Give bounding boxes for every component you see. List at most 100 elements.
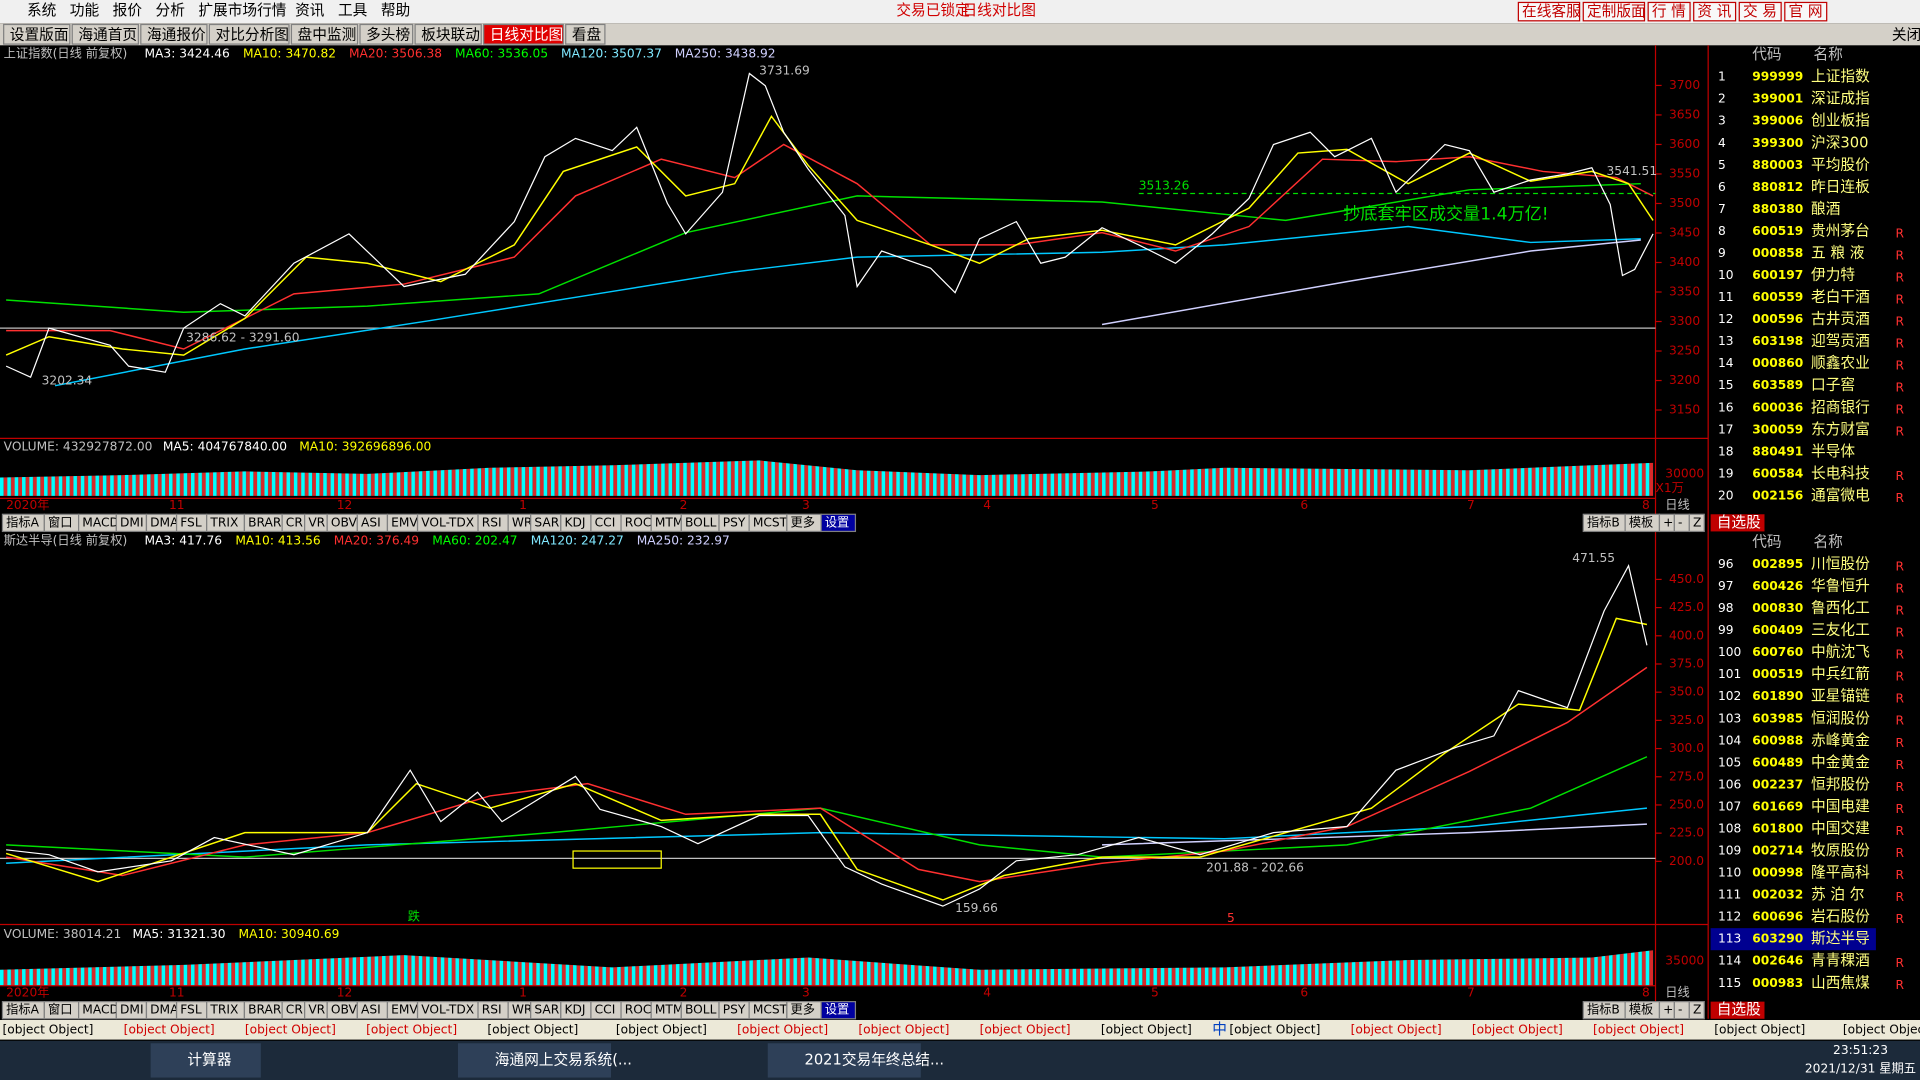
taskbar-app[interactable]	[150, 1043, 261, 1078]
menu-item[interactable]: 功能	[70, 2, 100, 19]
close-button[interactable]: 关闭	[1892, 27, 1920, 44]
row-code[interactable]: 000830	[1752, 601, 1803, 615]
row-code[interactable]: 002714	[1752, 844, 1803, 858]
row-code[interactable]: 880491	[1752, 444, 1803, 458]
row-code[interactable]: 600988	[1752, 733, 1803, 747]
row-name[interactable]: 赤峰黄金	[1811, 732, 1870, 749]
row-name[interactable]: 东方财富	[1811, 420, 1870, 438]
menu-item[interactable]: 报价	[113, 2, 143, 19]
row-code[interactable]: 600036	[1752, 400, 1803, 414]
tab[interactable]	[71, 23, 139, 45]
row-code[interactable]: 601669	[1752, 799, 1803, 813]
row-name[interactable]: 岩石股份	[1811, 908, 1870, 925]
row-code[interactable]: 600559	[1752, 290, 1803, 304]
row-code[interactable]: 300059	[1752, 422, 1803, 436]
menu-item[interactable]: 资讯	[295, 2, 325, 19]
row-code[interactable]: 399300	[1752, 136, 1803, 150]
tab[interactable]	[3, 23, 71, 45]
tab[interactable]	[414, 23, 482, 45]
row-name[interactable]: 口子窖	[1811, 376, 1855, 394]
row-name[interactable]: 鲁西化工	[1811, 600, 1870, 617]
row-code[interactable]: 399006	[1752, 114, 1803, 128]
row-name[interactable]: 伊力特	[1811, 267, 1855, 284]
row-code[interactable]: 999999	[1752, 70, 1803, 84]
row-name[interactable]: 亚星锚链	[1811, 688, 1870, 705]
row-code[interactable]: 002237	[1752, 777, 1803, 791]
indicator-tab[interactable]	[1688, 1001, 1705, 1020]
taskbar-app[interactable]	[457, 1043, 612, 1078]
row-code[interactable]: 000860	[1752, 356, 1803, 370]
indicator-tab[interactable]	[820, 513, 857, 533]
row-name[interactable]: 中航沈飞	[1811, 644, 1870, 661]
row-code[interactable]: 600760	[1752, 645, 1803, 659]
row-name[interactable]: 华鲁恒升	[1811, 578, 1870, 595]
menu-item[interactable]: 帮助	[381, 2, 410, 19]
row-code[interactable]: 399001	[1752, 92, 1803, 106]
row-code[interactable]: 603985	[1752, 711, 1803, 725]
tab[interactable]	[565, 23, 606, 45]
row-name[interactable]: 山西焦煤	[1811, 974, 1870, 991]
list-footer[interactable]	[1710, 1001, 1765, 1019]
row-name[interactable]: 中金黄金	[1811, 754, 1870, 771]
row-name[interactable]: 隆平高科	[1811, 864, 1870, 881]
row-name[interactable]: 三友化工	[1811, 622, 1870, 639]
menu-item[interactable]: 分析	[156, 2, 186, 19]
row-name[interactable]: 招商银行	[1811, 399, 1870, 416]
menu-item[interactable]: 工具	[338, 2, 368, 19]
menu-item[interactable]: 系统	[27, 2, 57, 19]
row-code[interactable]: 603589	[1752, 378, 1803, 392]
row-code[interactable]: 880812	[1752, 180, 1803, 194]
indicator-tab[interactable]	[820, 1001, 857, 1020]
row-name[interactable]: 恒润股份	[1811, 710, 1870, 727]
row-code[interactable]: 000596	[1752, 312, 1803, 326]
top-button[interactable]	[1738, 1, 1782, 22]
row-code[interactable]: 600426	[1752, 579, 1803, 593]
row-name[interactable]: 五 粮 液	[1811, 244, 1865, 261]
row-name[interactable]: 昨日连板	[1811, 177, 1870, 195]
row-name[interactable]: 中国电建	[1811, 798, 1870, 815]
menu-item[interactable]: 扩展市场行情	[198, 2, 286, 19]
row-code[interactable]: 601800	[1752, 821, 1803, 835]
top-button[interactable]	[1517, 1, 1581, 22]
row-code[interactable]: 600584	[1752, 466, 1803, 480]
row-name[interactable]: 上证指数	[1811, 68, 1870, 85]
row-name[interactable]: 恒邦股份	[1811, 776, 1870, 793]
row-code[interactable]: 601890	[1752, 689, 1803, 703]
row-name[interactable]: 青青稞酒	[1811, 952, 1870, 969]
top-button[interactable]	[1784, 1, 1828, 22]
row-name[interactable]: 平均股价	[1811, 156, 1870, 173]
row-code[interactable]: 880380	[1752, 202, 1803, 216]
row-name[interactable]: 川恒股份	[1811, 555, 1870, 572]
row-name[interactable]: 酿酒	[1811, 200, 1841, 217]
row-name[interactable]: 古井贡酒	[1811, 311, 1870, 328]
row-name[interactable]: 沪深300	[1811, 134, 1868, 151]
row-code[interactable]: 603198	[1752, 334, 1803, 348]
top-button[interactable]	[1582, 1, 1646, 22]
row-code[interactable]: 002156	[1752, 488, 1803, 502]
row-code[interactable]: 600197	[1752, 268, 1803, 282]
tab[interactable]	[208, 23, 290, 45]
row-name[interactable]: 老白干酒	[1811, 289, 1870, 306]
row-name[interactable]: 半导体	[1811, 443, 1855, 460]
row-name[interactable]: 斯达半导	[1811, 930, 1870, 947]
row-name[interactable]: 苏 泊 尔	[1811, 886, 1864, 903]
row-code[interactable]: 600696	[1752, 910, 1803, 924]
row-name[interactable]: 迎驾贡酒	[1811, 333, 1870, 350]
taskbar-app[interactable]	[767, 1043, 921, 1078]
row-code[interactable]: 000983	[1752, 976, 1803, 990]
row-name[interactable]: 创业板指	[1811, 111, 1870, 129]
row-code[interactable]: 600409	[1752, 623, 1803, 637]
tab[interactable]	[290, 23, 359, 45]
row-code[interactable]: 880003	[1752, 158, 1803, 172]
row-code[interactable]: 002032	[1752, 888, 1803, 902]
indicator-tab[interactable]	[1688, 513, 1705, 533]
row-name[interactable]: 顺鑫农业	[1811, 354, 1870, 372]
top-button[interactable]	[1693, 1, 1737, 22]
row-name[interactable]: 牧原股份	[1811, 842, 1870, 859]
tab[interactable]	[359, 23, 414, 45]
row-code[interactable]: 600489	[1752, 755, 1803, 769]
row-name[interactable]: 长电科技	[1811, 465, 1870, 482]
list-footer[interactable]	[1710, 514, 1765, 532]
row-name[interactable]: 中国交建	[1811, 819, 1870, 837]
row-code[interactable]: 002646	[1752, 954, 1803, 968]
